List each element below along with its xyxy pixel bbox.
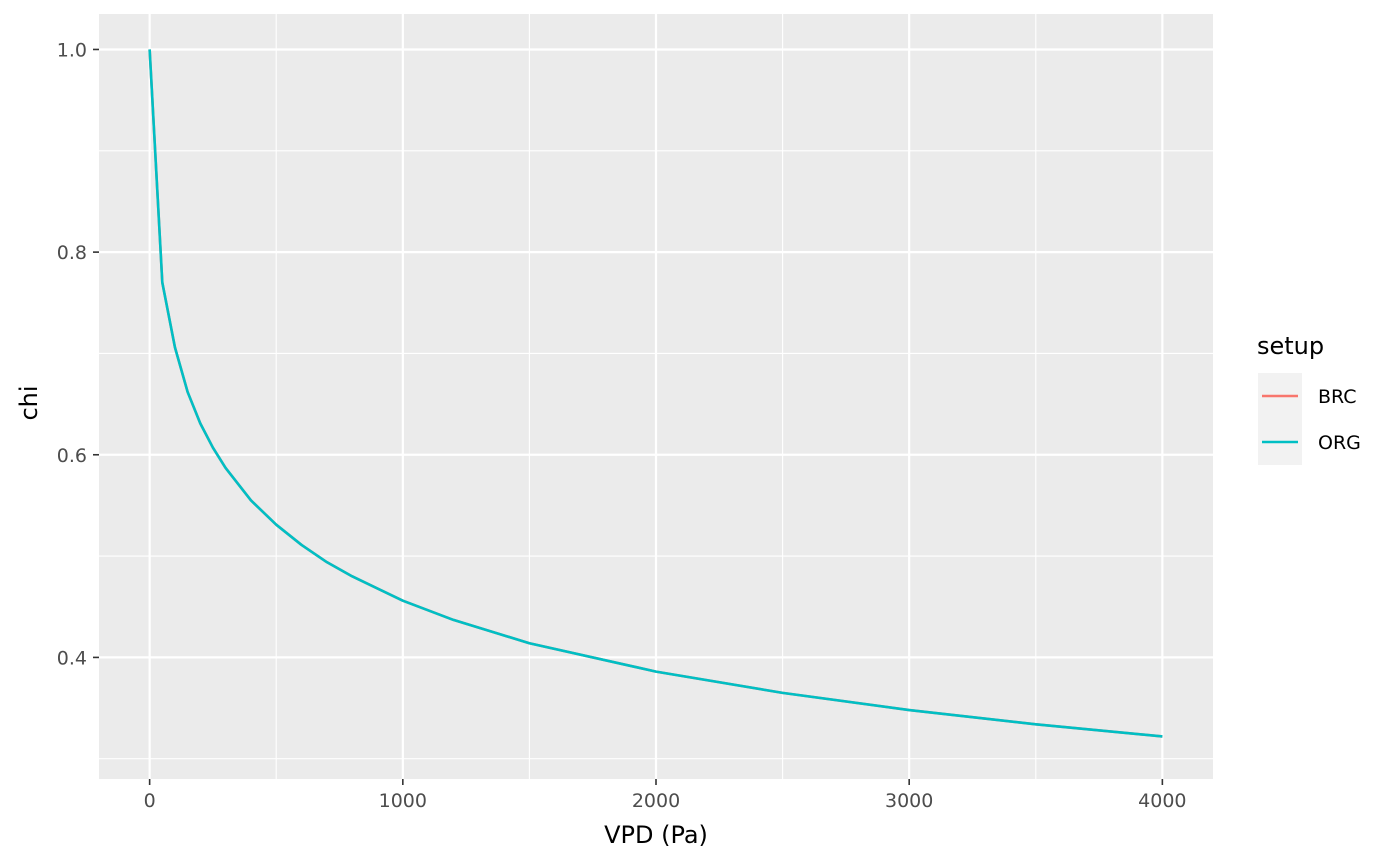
x-tick-label: 4000: [1138, 790, 1186, 812]
series-line-org: [148, 49, 1163, 738]
axes: 0 1000 2000 3000 4000 0.4 0.6 0.8 1.0: [57, 39, 1187, 812]
x-tick-label: 1000: [379, 790, 427, 812]
series-lines: [148, 49, 1163, 738]
x-tick-label: 0: [144, 790, 156, 812]
legend-label-org: ORG: [1318, 432, 1361, 454]
grid: [99, 14, 1213, 779]
y-tick-label: 0.8: [57, 242, 87, 264]
x-tick-label: 2000: [632, 790, 680, 812]
legend-title: setup: [1257, 332, 1324, 360]
y-tick-label: 0.6: [57, 445, 87, 467]
legend: setup BRC ORG: [1257, 332, 1361, 465]
y-tick-label: 1.0: [57, 39, 87, 61]
x-tick-label: 3000: [885, 790, 933, 812]
y-axis-title: chi: [15, 385, 43, 420]
x-axis-title: VPD (Pa): [604, 821, 708, 849]
y-tick-label: 0.4: [57, 647, 87, 669]
legend-label-brc: BRC: [1318, 386, 1357, 408]
